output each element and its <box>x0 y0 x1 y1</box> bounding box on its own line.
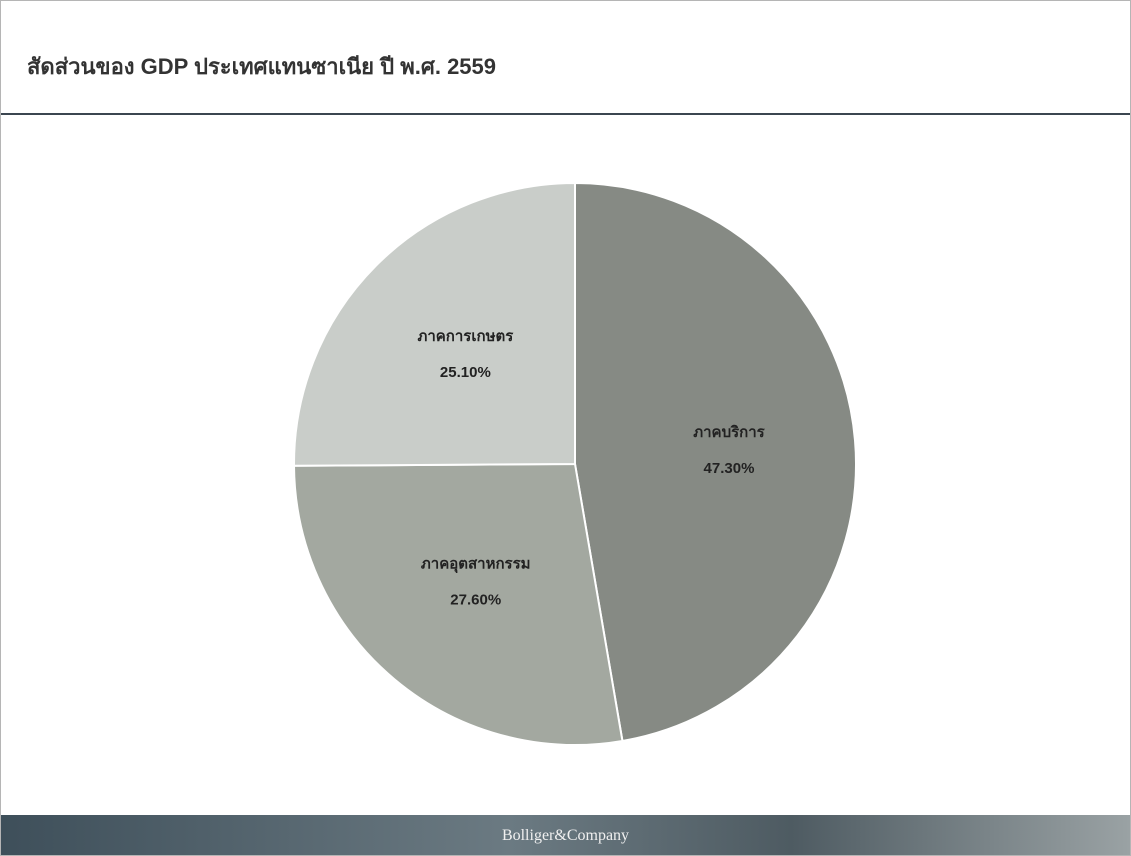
divider <box>1 113 1130 115</box>
slice-label: ภาคอุตสาหกรรม <box>421 555 531 573</box>
value-label: 27.60% <box>450 591 501 608</box>
value-label: 25.10% <box>440 364 491 381</box>
slice-label: ภาคบริการ <box>693 423 765 441</box>
chart: ภาคบริการ 47.30% ภาคอุตสาหกรรม 27.60% ภาคการ… <box>292 181 857 746</box>
chart-title: สัดส่วนของ GDP ประเทศแทนซาเนีย ปี พ.ศ. 2… <box>27 54 497 79</box>
pie-slice <box>574 181 857 743</box>
footer: Bolliger&Company <box>1 815 1130 855</box>
pie-slice <box>292 462 624 746</box>
value-label: 47.30% <box>704 460 755 477</box>
slice-label: ภาคการเกษตร <box>417 328 514 345</box>
footer-text: Bolliger&Company <box>501 827 630 844</box>
pie-slice <box>293 181 576 467</box>
